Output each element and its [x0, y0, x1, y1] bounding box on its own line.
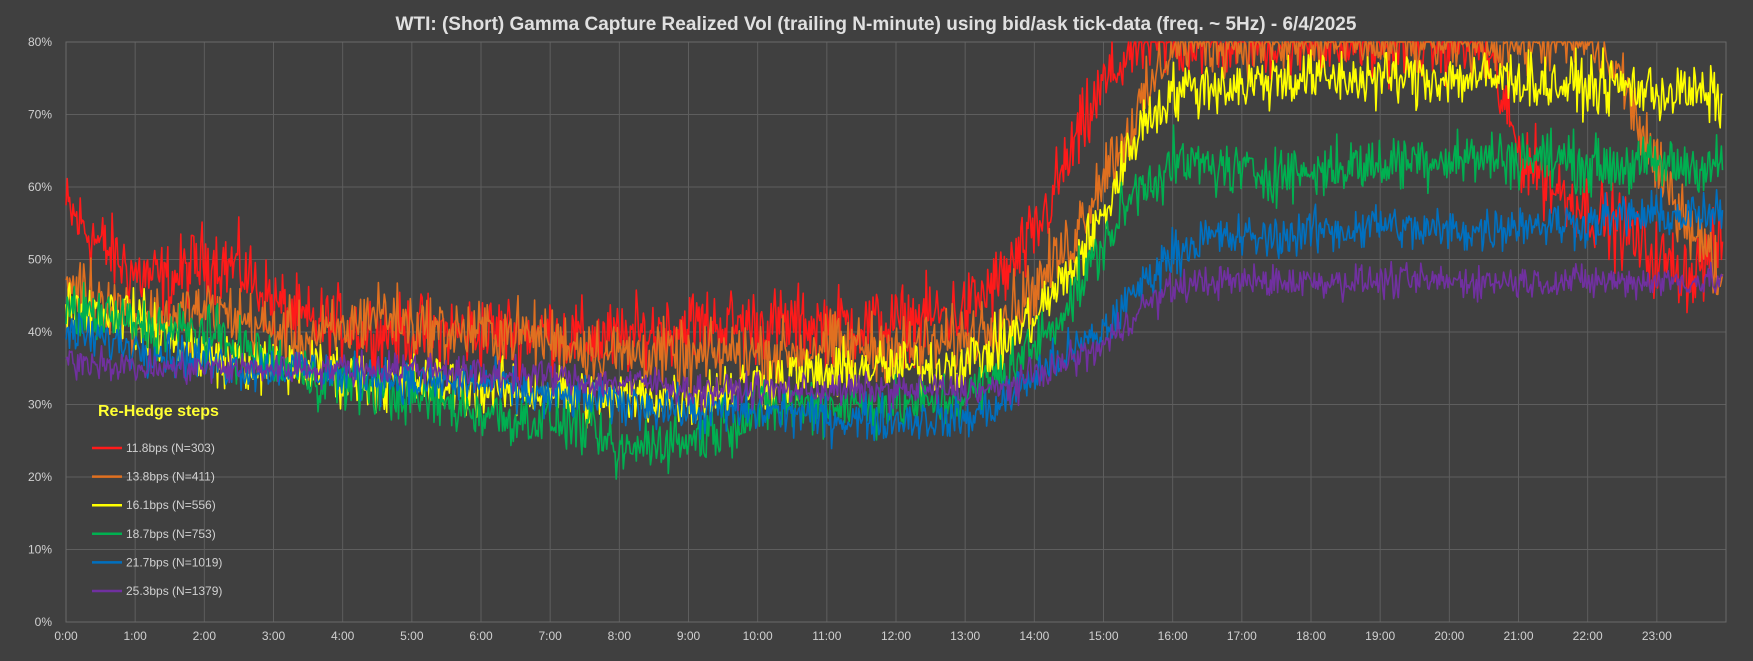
x-tick-label: 15:00	[1088, 629, 1118, 643]
x-tick-label: 1:00	[123, 629, 147, 643]
legend-label: 21.7bps (N=1019)	[126, 555, 222, 569]
series-line-5	[65, 187, 1724, 450]
series-line-1	[65, 41, 1724, 386]
x-tick-label: 10:00	[743, 629, 773, 643]
y-tick-label: 40%	[28, 325, 52, 339]
y-tick-label: 20%	[28, 470, 52, 484]
legend-title: Re-Hedge steps	[98, 403, 219, 420]
x-tick-label: 16:00	[1158, 629, 1188, 643]
x-tick-label: 18:00	[1296, 629, 1326, 643]
x-tick-label: 3:00	[262, 629, 286, 643]
y-tick-label: 60%	[28, 180, 52, 194]
x-axis: 0:00 1:00 2:00 3:00 4:00 5:00 6:00 7:00 8:00 9:00…	[54, 629, 1672, 643]
x-tick-label: 20:00	[1434, 629, 1464, 643]
y-axis: 0% 10% 20% 30% 40% 50% 60% 70% 80%	[28, 35, 52, 629]
x-tick-label: 2:00	[193, 629, 217, 643]
x-tick-label: 4:00	[331, 629, 355, 643]
series-line-6	[65, 260, 1724, 414]
legend-label: 11.8bps (N=303)	[126, 441, 215, 455]
x-tick-label: 13:00	[950, 629, 980, 643]
x-tick-label: 6:00	[469, 629, 493, 643]
legend-label: 25.3bps (N=1379)	[126, 584, 222, 598]
x-tick-label: 17:00	[1227, 629, 1257, 643]
x-tick-label: 12:00	[881, 629, 911, 643]
legend-label: 16.1bps (N=556)	[126, 498, 216, 512]
series-lines	[65, 41, 1724, 480]
x-tick-label: 14:00	[1019, 629, 1049, 643]
y-tick-label: 70%	[28, 108, 52, 122]
x-tick-label: 22:00	[1573, 629, 1603, 643]
x-tick-label: 21:00	[1503, 629, 1533, 643]
y-tick-label: 50%	[28, 253, 52, 267]
x-tick-label: 8:00	[608, 629, 632, 643]
x-tick-label: 23:00	[1642, 629, 1672, 643]
x-tick-label: 5:00	[400, 629, 424, 643]
x-tick-label: 19:00	[1365, 629, 1395, 643]
x-tick-label: 11:00	[812, 629, 841, 643]
chart-title: WTI: (Short) Gamma Capture Realized Vol …	[396, 14, 1357, 35]
y-tick-label: 80%	[28, 35, 52, 49]
y-tick-label: 0%	[35, 615, 53, 629]
x-tick-label: 7:00	[538, 629, 562, 643]
legend: Re-Hedge steps 11.8bps (N=303) 13.8bps (N…	[92, 403, 222, 598]
x-tick-label: 9:00	[677, 629, 701, 643]
y-tick-label: 30%	[28, 398, 52, 412]
legend-label: 18.7bps (N=753)	[126, 527, 216, 541]
series-line-2	[65, 41, 1724, 396]
x-tick-label: 0:00	[54, 629, 78, 643]
y-tick-label: 10%	[28, 543, 52, 557]
legend-label: 13.8bps (N=411)	[126, 470, 215, 484]
